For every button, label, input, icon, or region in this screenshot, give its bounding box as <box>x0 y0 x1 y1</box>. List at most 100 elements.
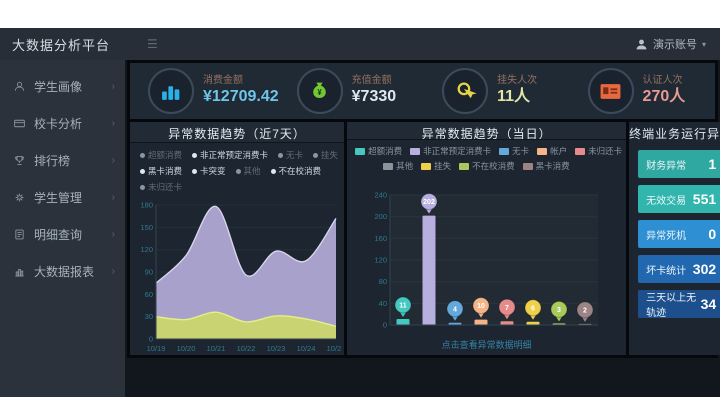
kpi-card: 认证人次 270人 <box>570 68 715 114</box>
legend-item[interactable]: 无卡 <box>499 145 529 157</box>
legend-color-chip <box>537 147 548 155</box>
sidebar-item-trophy[interactable]: 排行榜 › <box>0 142 125 179</box>
legend-radio-item[interactable]: 不在校消费 <box>270 165 321 177</box>
stat-label: 坏卡统计 <box>646 265 687 277</box>
radio-dot-icon <box>140 184 145 190</box>
legend-radio-item[interactable]: 黑卡消费 <box>140 165 182 177</box>
kpi-icon-ring: ¥ <box>296 68 343 114</box>
legend-radio-item[interactable]: 无卡 <box>278 149 303 161</box>
chevron-right-icon: › <box>111 118 115 129</box>
legend-item[interactable]: 黑卡消费 <box>522 160 570 172</box>
stat-value: 302 <box>692 261 717 277</box>
radio-dot-icon <box>270 168 276 174</box>
kpi-value: ¥12709.42 <box>203 88 279 106</box>
chevron-right-icon: › <box>111 81 115 92</box>
stat-label: 无效交易 <box>646 195 687 207</box>
sidebar-item-label: 明细查询 <box>34 228 83 242</box>
app-title: 大数据分析平台 <box>12 37 111 53</box>
panel-trend-7days: 异常数据趋势（近7天） 超额消费 非正常预定消费卡 无卡 挂失黑卡消费 卡突变 其他 不在校… <box>130 122 345 355</box>
legend-radio-item[interactable]: 卡突变 <box>192 165 226 177</box>
user-avatar-icon <box>636 39 647 49</box>
bar-chart: 0 40 80 120 160 200 240 11 202 4 10 7 6 3 2 <box>374 191 598 330</box>
legend-color-chip <box>410 147 421 155</box>
sidebar-item-label: 学生画像 <box>34 80 83 94</box>
legend-radio-item[interactable]: 超额消费 <box>140 149 182 161</box>
legend-item[interactable]: 非正常预定消费卡 <box>410 145 491 157</box>
sidebar-item-label: 排行榜 <box>34 154 71 168</box>
svg-text:10: 10 <box>477 303 485 310</box>
legend-radio-item[interactable]: 挂失 <box>313 149 338 161</box>
stat-value: 1 <box>708 156 717 172</box>
user-name: 演示账号 <box>652 39 697 51</box>
svg-text:7: 7 <box>505 305 509 312</box>
kpi-label: 消费金额 <box>203 74 243 86</box>
legend-item[interactable]: 挂失 <box>421 160 451 172</box>
sidebar-item-user[interactable]: 学生画像 › <box>0 68 125 105</box>
chevron-right-icon: › <box>111 155 115 166</box>
sidebar: 学生画像 › 校卡分析 › 排行榜 › 学生管理 › 明细查询 › 大数据报表 › <box>0 60 125 397</box>
top-bar: 大数据分析平台 ☰ 演示账号 ▾ <box>0 28 720 60</box>
report-icon <box>15 269 24 277</box>
settings-icon <box>15 193 24 202</box>
app-window: 大数据分析平台 ☰ 演示账号 ▾ 学生画像 › 校卡分析 › 排行榜 › 学生管理 › 明细查询… <box>0 28 720 397</box>
sidebar-item-card[interactable]: 校卡分析 › <box>0 105 125 142</box>
panel-title: 异常数据趋势（当日） <box>347 122 627 140</box>
panel-trend-today: 异常数据趋势（当日） 超额消费 非正常预定消费卡 无卡 帐户 未归还卡其他 挂失 不在校消费… <box>347 122 627 355</box>
legend-radio-item[interactable]: 未归还卡 <box>140 181 182 193</box>
chart-caption-link[interactable]: 点击查看异常数据明细 <box>441 340 532 350</box>
user-menu[interactable]: 演示账号 ▾ <box>635 36 720 52</box>
legend-item[interactable]: 不在校消费 <box>459 160 515 172</box>
kpi-label: 充值金额 <box>351 74 392 86</box>
sidebar-item-report[interactable]: 大数据报表 › <box>0 253 125 290</box>
svg-text:150: 150 <box>140 223 153 232</box>
svg-text:¥: ¥ <box>317 87 322 96</box>
kpi-label: 挂失人次 <box>497 74 538 86</box>
svg-text:3: 3 <box>557 307 561 314</box>
sidebar-item-document[interactable]: 明细查询 › <box>0 216 125 253</box>
svg-text:10/23: 10/23 <box>266 344 285 353</box>
legend-item[interactable]: 未归还卡 <box>575 145 622 157</box>
svg-text:180: 180 <box>140 201 153 210</box>
kpi-value: 270人 <box>642 88 686 106</box>
svg-text:40: 40 <box>378 299 386 308</box>
svg-text:90: 90 <box>144 268 152 277</box>
kpi-card: 挂失人次 11人 <box>424 68 569 114</box>
stat-value: 551 <box>692 191 717 207</box>
legend-item[interactable]: 超额消费 <box>355 145 402 157</box>
svg-text:11: 11 <box>399 303 407 310</box>
radio-dot-icon <box>192 168 198 174</box>
idcard-icon <box>600 83 621 99</box>
kpi-value: 11人 <box>497 88 531 106</box>
dashboard-screen: 消费金额 ¥12709.42 ¥ 充值金额 ¥7330 挂失人次 11人 认证人次… <box>127 60 720 358</box>
sidebar-item-settings[interactable]: 学生管理 › <box>0 179 125 216</box>
kpi-value: ¥7330 <box>351 88 397 106</box>
legend-radio-item[interactable]: 非正常预定消费卡 <box>192 149 268 161</box>
svg-text:160: 160 <box>374 234 387 243</box>
svg-text:240: 240 <box>374 191 387 200</box>
legend-radio-item[interactable]: 其他 <box>235 165 261 177</box>
legend-item[interactable]: 其他 <box>383 160 413 172</box>
chevron-down-icon: ▾ <box>701 39 706 49</box>
user-icon <box>14 81 25 91</box>
panel-title: 终端业务运行异常 <box>629 122 720 146</box>
sidebar-item-label: 大数据报表 <box>34 265 95 279</box>
radio-dot-icon <box>235 168 241 174</box>
terminal-stat-row: 三天以上无轨迹 34 <box>638 290 720 319</box>
today-legend: 超额消费 非正常预定消费卡 无卡 帐户 未归还卡其他 挂失 不在校消费 黑卡消费 <box>347 140 626 175</box>
radio-dot-icon <box>140 168 145 174</box>
menu-toggle-icon[interactable]: ☰ <box>147 37 158 51</box>
main-area: 消费金额 ¥12709.42 ¥ 充值金额 ¥7330 挂失人次 11人 认证人次… <box>125 60 720 397</box>
radio-dot-icon <box>313 152 319 158</box>
stat-value: 0 <box>708 226 717 242</box>
legend-item[interactable]: 帐户 <box>537 145 567 157</box>
chevron-right-icon: › <box>111 229 115 240</box>
svg-text:60: 60 <box>144 290 152 299</box>
stat-label: 财务异常 <box>646 160 687 172</box>
legend-color-chip <box>421 162 432 170</box>
terminal-stat-row: 坏卡统计 302 <box>638 255 720 283</box>
stat-value: 34 <box>700 296 717 312</box>
terminal-stat-row: 财务异常 1 <box>638 150 720 178</box>
document-icon <box>15 229 24 240</box>
svg-text:200: 200 <box>374 212 387 221</box>
panel-title: 异常数据趋势（近7天） <box>130 122 345 143</box>
